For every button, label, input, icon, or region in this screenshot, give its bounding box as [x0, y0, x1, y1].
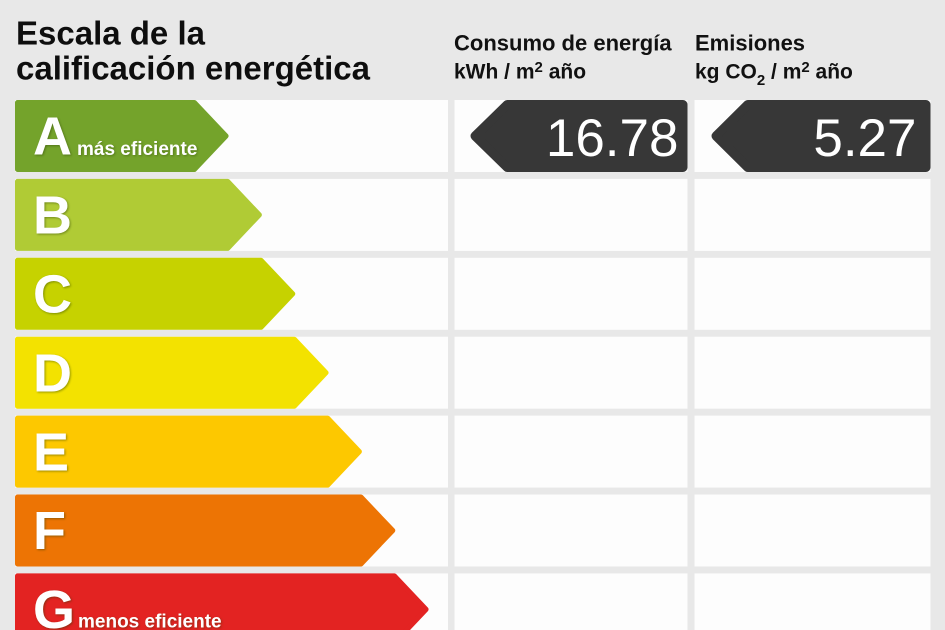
svg-text:kWh / m2 año: kWh / m2 año [454, 59, 586, 84]
svg-text:16.78: 16.78 [546, 109, 679, 168]
svg-text:B: B [33, 186, 72, 246]
svg-text:menos eficiente: menos eficiente [78, 612, 222, 630]
svg-text:E: E [33, 422, 69, 482]
svg-text:Escala de la: Escala de la [16, 15, 206, 52]
svg-text:D: D [33, 343, 72, 403]
svg-text:Emisiones: Emisiones [695, 30, 805, 55]
svg-text:A: A [33, 107, 72, 167]
svg-text:más eficiente: más eficiente [77, 139, 197, 160]
svg-text:G: G [33, 580, 75, 630]
svg-text:5.27: 5.27 [813, 109, 916, 168]
svg-text:calificación energética: calificación energética [16, 50, 371, 87]
svg-text:F: F [33, 501, 66, 561]
svg-text:C: C [33, 265, 72, 325]
svg-text:Consumo de energía: Consumo de energía [454, 30, 672, 55]
